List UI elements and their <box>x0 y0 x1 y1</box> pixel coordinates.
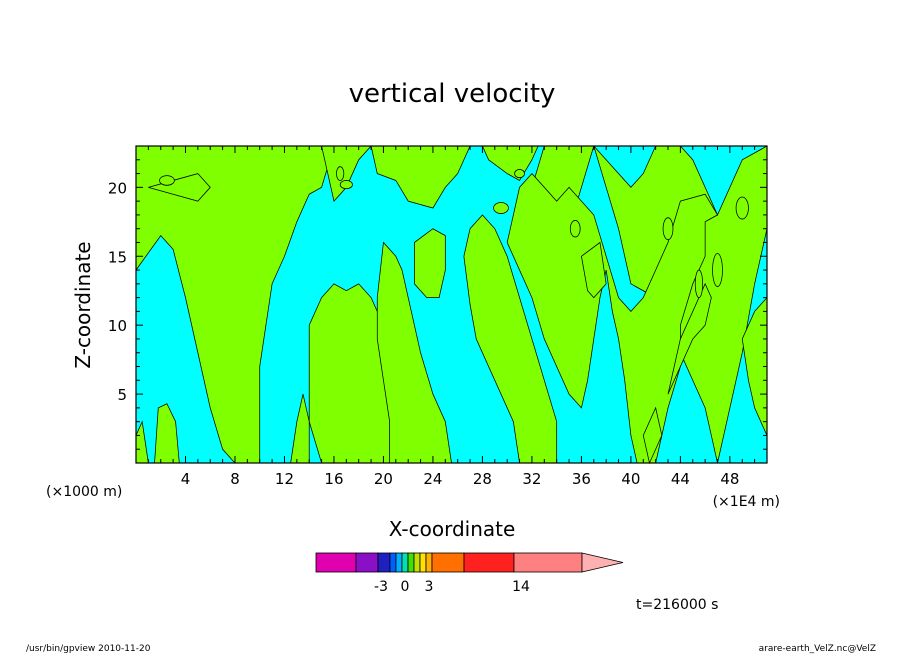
colorbar-segment <box>425 552 433 573</box>
colorbar-segment <box>431 552 465 573</box>
positive-region <box>667 282 712 395</box>
positive-region <box>662 217 674 241</box>
colorbar-segment <box>513 552 583 573</box>
footer-left: /usr/bin/gpview 2010-11-20 <box>26 644 151 654</box>
colorbar-label: -3 <box>374 579 388 595</box>
positive-region <box>735 196 749 220</box>
positive-region <box>414 228 446 299</box>
y-tick-label: 10 <box>108 317 127 335</box>
positive-region <box>159 175 175 186</box>
positive-region <box>463 214 558 464</box>
positive-region <box>339 180 353 190</box>
x-unit-right-label: (×1E4 m) <box>713 494 780 510</box>
chart-title: vertical velocity <box>349 79 556 109</box>
x-unit-left-label: (×1000 m) <box>46 484 122 500</box>
y-axis: 5 10 15 20 <box>108 159 767 450</box>
positive-regions <box>135 145 768 465</box>
colorbar-segment <box>407 552 415 573</box>
y-tick-label: 15 <box>108 248 127 266</box>
y-axis-label: Z-coordinate <box>71 241 95 368</box>
positive-region <box>506 172 719 464</box>
x-axis-label: X-coordinate <box>389 517 516 541</box>
y-tick-label: 20 <box>108 179 127 197</box>
x-tick-label: 48 <box>720 470 739 488</box>
plot-area <box>135 145 768 465</box>
colorbar-label: 14 <box>512 579 530 595</box>
x-tick-label: 24 <box>423 470 442 488</box>
colorbar-segment <box>463 552 515 573</box>
colorbar-segment <box>377 552 391 573</box>
positive-region <box>694 269 704 299</box>
y-tick-label: 5 <box>117 386 127 404</box>
colorbar-segment <box>395 552 403 573</box>
x-axis: 4 8 12 16 20 24 28 32 36 40 44 48 <box>147 146 756 488</box>
colorbar-arrow <box>581 552 624 573</box>
x-tick-label: 4 <box>181 470 191 488</box>
positive-region <box>493 202 509 214</box>
x-tick-label: 32 <box>522 470 541 488</box>
x-tick-label: 36 <box>572 470 591 488</box>
colorbar-segment <box>389 552 397 573</box>
positive-region <box>580 241 607 299</box>
colorbar-segment <box>413 552 421 573</box>
time-label: t=216000 s <box>636 597 718 613</box>
x-tick-label: 12 <box>275 470 294 488</box>
colorbar <box>315 552 624 573</box>
positive-region <box>370 145 471 209</box>
colorbar-segment <box>401 552 409 573</box>
colorbar-segment <box>419 552 427 573</box>
colorbar-label: 3 <box>425 579 434 595</box>
positive-region <box>642 406 663 465</box>
positive-region <box>376 241 452 464</box>
positive-region <box>514 169 525 179</box>
x-tick-label: 44 <box>671 470 690 488</box>
colorbar-labels: -3 0 3 14 <box>374 579 530 595</box>
x-tick-label: 28 <box>473 470 492 488</box>
colorbar-segment <box>315 552 357 573</box>
positive-region <box>569 220 581 238</box>
colorbar-segment <box>355 552 379 573</box>
x-tick-label: 20 <box>374 470 393 488</box>
positive-region <box>336 166 345 181</box>
footer-right: arare-earth_VelZ.nc@VelZ <box>759 644 876 654</box>
x-tick-label: 16 <box>324 470 343 488</box>
colorbar-label: 0 <box>401 579 410 595</box>
plot-frame <box>135 145 768 464</box>
positive-region <box>712 253 723 287</box>
x-tick-label: 8 <box>230 470 240 488</box>
x-tick-label: 40 <box>621 470 640 488</box>
